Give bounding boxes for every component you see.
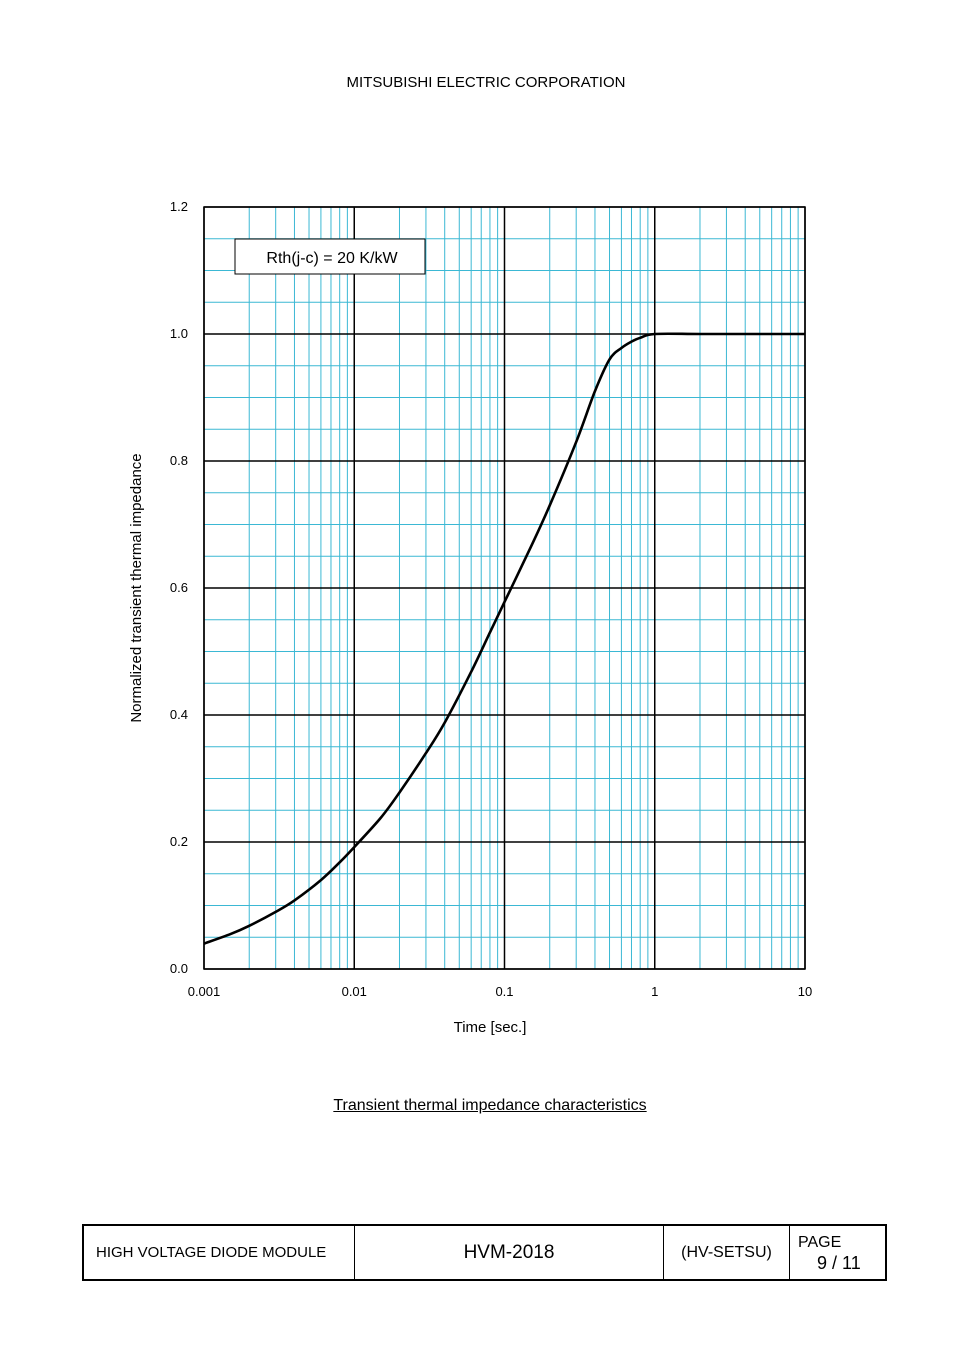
annotation-box: Rth(j-c) = 20 K/kW [234, 238, 426, 275]
y-tick-label: 0.0 [170, 961, 188, 976]
y-tick-label: 1.2 [170, 199, 188, 214]
major-grid [203, 206, 806, 970]
page-cell: PAGE 9 / 11 [790, 1226, 885, 1279]
x-tick-label: 10 [798, 984, 812, 999]
product-name: HIGH VOLTAGE DIODE MODULE [96, 1244, 327, 1261]
product-cell: HIGH VOLTAGE DIODE MODULE [84, 1226, 355, 1279]
document-code: (HV-SETSU) [681, 1243, 772, 1261]
model-number: HVM-2018 [463, 1241, 555, 1263]
x-tick-label: 0.1 [495, 984, 513, 999]
chart: 0.001 0.01 0.1 1 10 0.0 0.2 0.4 0.6 0.8 1.0 1.2 Rth… [128, 199, 812, 1036]
y-tick-label: 0.8 [170, 453, 188, 468]
y-tick-label: 0.4 [170, 707, 188, 722]
plot-frame [203, 206, 806, 970]
x-axis-label: Time [sec.] [454, 1019, 527, 1036]
model-cell: HVM-2018 [355, 1226, 664, 1279]
y-axis-label: Normalized transient thermal impedance [128, 453, 145, 722]
annotation-text: Rth(j-c) = 20 K/kW [266, 250, 398, 267]
page-number: 9 / 11 [817, 1252, 861, 1273]
page-label: PAGE [798, 1233, 842, 1251]
chart-caption: Transient thermal impedance characterist… [333, 1097, 647, 1114]
y-tick-label: 0.2 [170, 834, 188, 849]
impedance-curve [203, 332, 805, 945]
x-tick-label: 0.001 [188, 984, 221, 999]
series-group [203, 332, 805, 945]
y-tick-label: 0.6 [170, 580, 188, 595]
footer-table: HIGH VOLTAGE DIODE MODULE HVM-2018 (HV-S… [82, 1224, 887, 1281]
x-tick-label: 1 [651, 984, 658, 999]
y-tick-label: 1.0 [170, 326, 188, 341]
company-header: MITSUBISHI ELECTRIC CORPORATION [346, 74, 626, 91]
tick-labels: 0.001 0.01 0.1 1 10 0.0 0.2 0.4 0.6 0.8 1.0 1.2 [170, 199, 812, 999]
x-tick-label: 0.01 [342, 984, 367, 999]
code-cell: (HV-SETSU) [664, 1226, 790, 1279]
